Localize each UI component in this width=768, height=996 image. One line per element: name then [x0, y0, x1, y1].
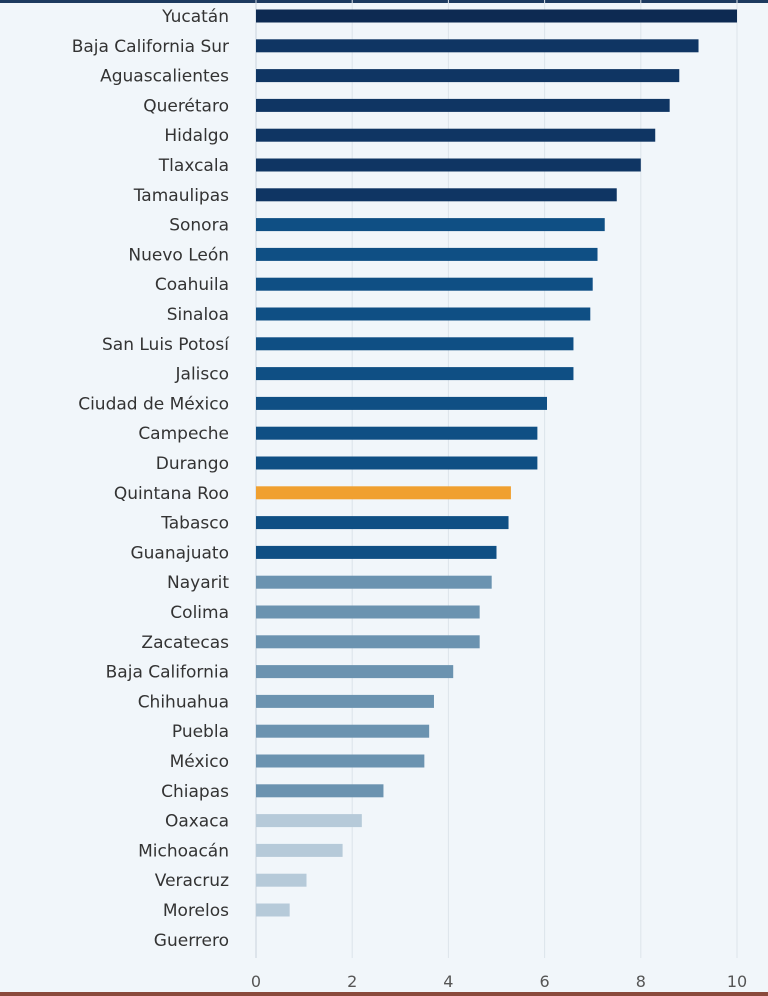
category-label: Oaxaca	[165, 812, 229, 832]
bar[interactable]	[256, 247, 598, 261]
bar[interactable]	[256, 128, 656, 142]
x-tick-label: 0	[251, 972, 261, 991]
category-label: Durango	[156, 454, 229, 474]
bar[interactable]	[256, 39, 699, 53]
category-label: Quintana Roo	[114, 484, 229, 504]
bar[interactable]	[256, 98, 670, 112]
x-tick-label: 6	[540, 972, 550, 991]
bar[interactable]	[256, 665, 454, 679]
category-label: Baja California Sur	[72, 37, 229, 57]
category-label: San Luis Potosí	[102, 335, 230, 355]
bar[interactable]	[256, 724, 430, 738]
category-label: Hidalgo	[164, 126, 229, 146]
bars	[256, 9, 737, 917]
category-label: Baja California	[106, 663, 229, 683]
x-tick-label: 8	[636, 972, 646, 991]
bar[interactable]	[256, 873, 307, 887]
category-label: Tlaxcala	[158, 156, 229, 176]
category-label: Campeche	[138, 424, 229, 444]
bar[interactable]	[256, 396, 548, 410]
bar[interactable]	[256, 486, 511, 500]
bar[interactable]	[256, 635, 480, 649]
category-label: Tamaulipas	[133, 186, 229, 206]
category-label: Chiapas	[161, 782, 229, 802]
x-axis-ticks: 0 2 4 6 8 10	[251, 972, 747, 991]
category-label: Coahuila	[155, 275, 229, 295]
category-label: Puebla	[172, 722, 229, 742]
bar[interactable]	[256, 9, 737, 23]
top-border	[0, 0, 768, 3]
bar[interactable]	[256, 754, 425, 768]
bar[interactable]	[256, 426, 538, 440]
bar[interactable]	[256, 575, 492, 589]
category-label: Jalisco	[175, 365, 229, 385]
category-label: Guerrero	[154, 931, 229, 951]
bar[interactable]	[256, 158, 641, 172]
bar[interactable]	[256, 456, 538, 470]
bar[interactable]	[256, 218, 605, 232]
category-label: Sinaloa	[167, 305, 229, 325]
bar[interactable]	[256, 307, 591, 321]
bar[interactable]	[256, 814, 362, 828]
category-label: Morelos	[163, 901, 229, 921]
bar[interactable]	[256, 843, 343, 857]
category-label: Sonora	[169, 216, 229, 236]
category-label: Aguascalientes	[100, 67, 229, 87]
category-label: Chihuahua	[138, 692, 229, 712]
x-tick-label: 2	[347, 972, 357, 991]
bar[interactable]	[256, 694, 434, 708]
category-label: Nayarit	[167, 573, 229, 593]
category-label: Zacatecas	[141, 633, 229, 653]
category-label: Yucatán	[161, 7, 229, 27]
bar[interactable]	[256, 277, 593, 291]
bar[interactable]	[256, 516, 509, 530]
bar[interactable]	[256, 69, 680, 83]
category-labels: Yucatán Baja California Sur Aguascalientes…	[72, 7, 231, 951]
bar[interactable]	[256, 337, 574, 351]
bar[interactable]	[256, 784, 384, 798]
category-label: Guanajuato	[130, 543, 229, 563]
bar[interactable]	[256, 367, 574, 381]
category-label: Colima	[170, 603, 229, 623]
x-tick-label: 10	[727, 972, 747, 991]
bar[interactable]	[256, 188, 617, 202]
bar[interactable]	[256, 605, 480, 619]
category-label: Nuevo León	[128, 245, 229, 265]
category-label: México	[170, 752, 229, 772]
category-label: Tabasco	[160, 514, 229, 534]
bar[interactable]	[256, 545, 497, 559]
category-label: Ciudad de México	[78, 394, 229, 414]
bottom-border	[0, 992, 768, 996]
category-label: Michoacán	[138, 841, 229, 861]
bar[interactable]	[256, 903, 290, 917]
category-label: Querétaro	[143, 96, 229, 116]
x-tick-label: 4	[443, 972, 453, 991]
category-label: Veracruz	[155, 871, 229, 891]
